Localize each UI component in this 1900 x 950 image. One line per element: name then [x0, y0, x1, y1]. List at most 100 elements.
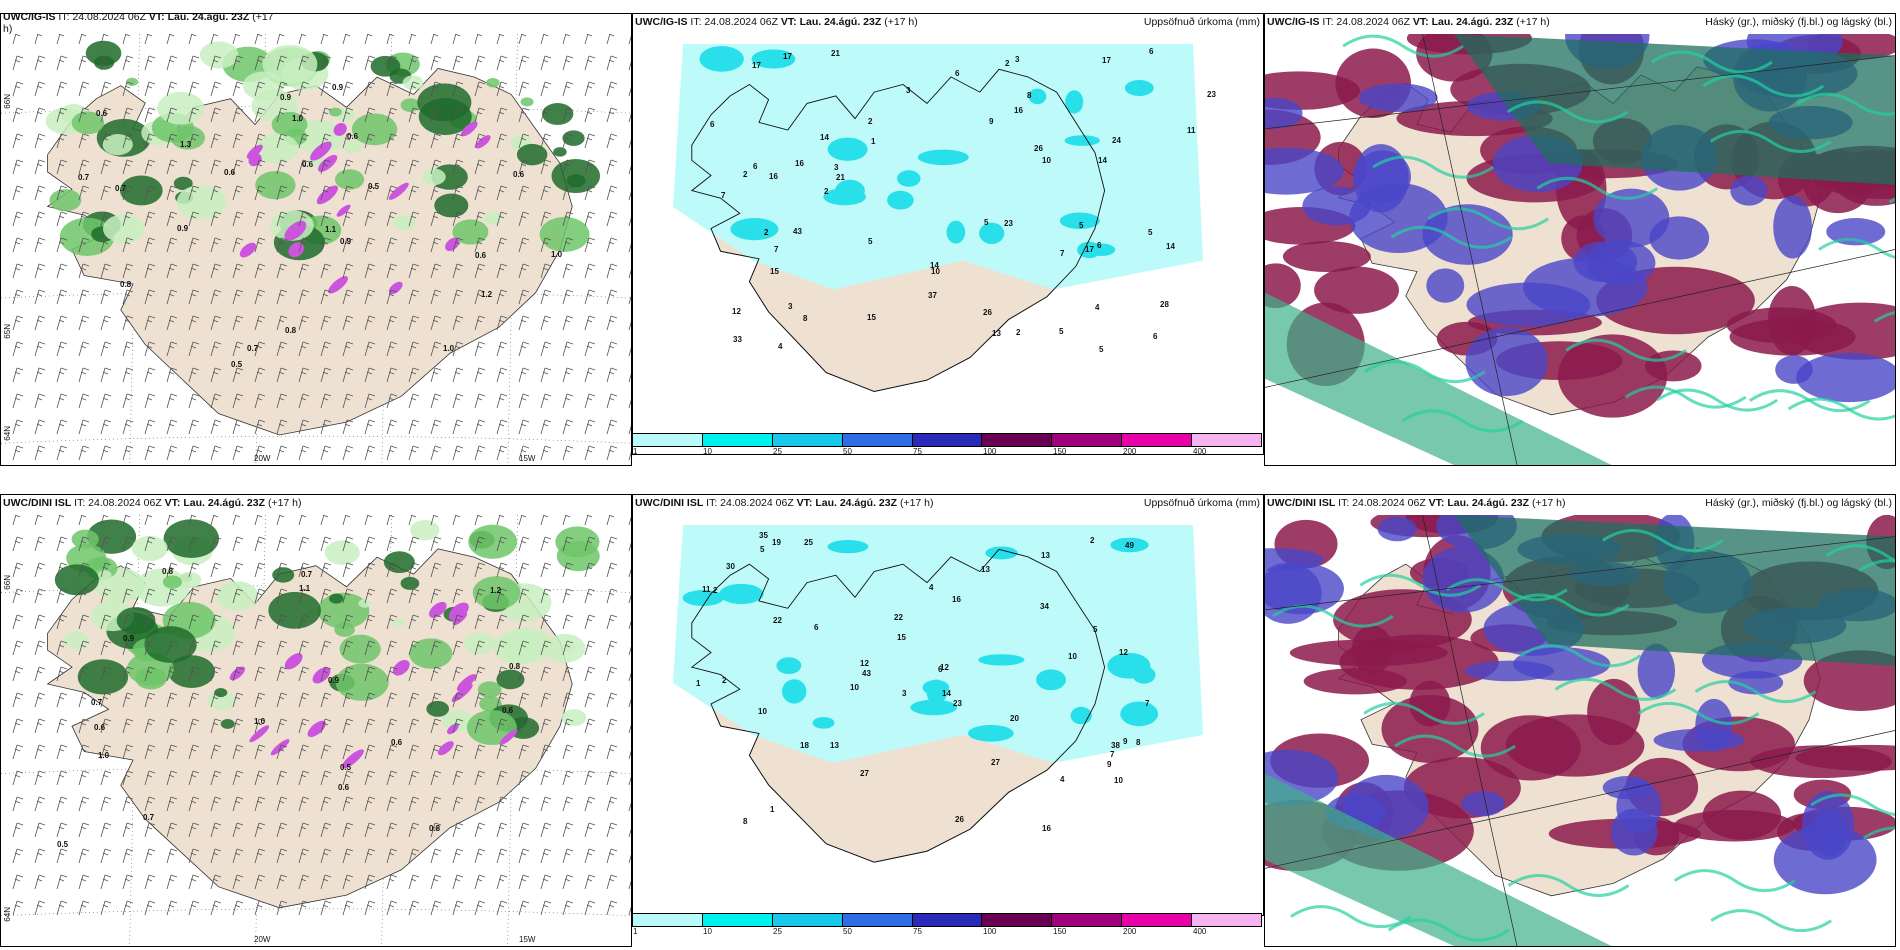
colorbar-tick: 1	[633, 447, 638, 456]
precip-label: 2	[743, 170, 748, 179]
temp-label: 1.2	[481, 290, 493, 299]
clouds-map[interactable]	[1265, 515, 1895, 946]
precip-map[interactable]: 2494335383418251320151213161010229876548…	[633, 515, 1263, 915]
wind-barb	[144, 107, 156, 123]
lon-label-20w: 20W	[254, 454, 271, 463]
wind-barb	[628, 372, 631, 383]
wind-barb	[254, 341, 266, 357]
wind-barb	[408, 614, 420, 630]
lon-label-15w: 15W	[519, 454, 536, 463]
wind-barb	[232, 640, 244, 656]
wind-barb	[254, 744, 266, 760]
wind-barb	[210, 289, 222, 305]
temp-label: 1.0	[98, 751, 110, 760]
projection-line	[1265, 536, 1895, 611]
wind-barb	[210, 185, 222, 201]
wind-barb	[452, 237, 464, 253]
wind-barb	[232, 770, 244, 786]
panel-title: UWC/IG-IS IT: 24.08.2024 06Z VT: Lau. 24…	[3, 13, 274, 35]
wind-barb	[430, 315, 442, 331]
precip-cell	[329, 593, 344, 604]
wind-barb	[34, 536, 46, 552]
wind-barb	[144, 419, 156, 435]
wind-barb	[12, 211, 24, 227]
clouds-map[interactable]	[1265, 34, 1895, 465]
wind-barb	[606, 81, 618, 97]
wind-barb	[562, 81, 574, 97]
projection-line	[1265, 249, 1895, 388]
cloud-edge	[1818, 238, 1895, 259]
precip-cell	[410, 519, 440, 541]
wind-barb	[166, 666, 178, 682]
temp-label: 0.9	[328, 676, 340, 685]
wind-barb	[254, 588, 266, 604]
wind-barb	[122, 640, 134, 656]
precip-cell	[268, 591, 321, 629]
wind-barb	[34, 263, 46, 279]
wind-barb	[122, 536, 134, 552]
wind-barb	[540, 289, 552, 305]
wind-barb	[34, 515, 43, 526]
wind-barb	[144, 393, 156, 409]
wind-barb	[496, 263, 508, 279]
wind-barb	[276, 159, 288, 175]
wind-barb	[342, 718, 354, 734]
precip-cell	[500, 627, 553, 664]
wind-barb	[144, 445, 156, 461]
mid-cloud	[1302, 186, 1371, 226]
wind-barb	[166, 55, 178, 71]
wind-barb	[254, 445, 266, 461]
wind-barb	[518, 159, 530, 175]
wind-barb	[430, 796, 442, 812]
wind-barb	[188, 315, 200, 331]
wind-barb	[474, 718, 486, 734]
precip-label: 4	[1095, 303, 1100, 312]
wind-barb	[298, 289, 310, 305]
wind-barb	[34, 796, 46, 812]
wind-barb	[606, 900, 618, 916]
precip-cell	[178, 571, 202, 589]
wind-barb	[188, 263, 200, 279]
wind-barb	[628, 398, 631, 409]
temp-label: 0.6	[338, 783, 350, 792]
wind-barb	[12, 562, 24, 578]
wind-barb	[386, 107, 398, 123]
wind-barb	[474, 900, 486, 916]
wind-temp-map[interactable]: 0.6 1.1 0.9 0.8 0.7 1.0 0.5 0.6 0.7 1.2 0.8 0.9 0.5 0…	[1, 515, 631, 946]
precip-cell	[464, 632, 496, 655]
snow-cell	[316, 185, 339, 205]
precip-label: 28	[1160, 300, 1169, 309]
wind-barb	[78, 81, 90, 97]
precip-cell	[682, 589, 724, 606]
wind-barb	[56, 237, 68, 253]
wind-barb	[34, 822, 46, 838]
wind-barb	[342, 536, 354, 552]
wind-barb	[100, 515, 109, 526]
wind-barb	[342, 614, 354, 630]
wind-barb	[144, 874, 156, 890]
wind-barb	[78, 848, 90, 864]
colorbar-cell	[702, 914, 773, 926]
wind-barb	[452, 133, 464, 149]
wind-barb	[34, 34, 43, 45]
precip-map[interactable]: 6174315765510121414218131423171126817153…	[633, 34, 1263, 446]
cloud-edge	[1507, 593, 1630, 617]
wind-temp-map[interactable]: 0.8 1.0 0.6 0.9 0.7 1.2 1.1 0.5 0.6 0.7 1.0 0.8 0.9 0…	[1, 34, 631, 466]
wind-barb	[188, 718, 200, 734]
mid-cloud	[1773, 195, 1813, 259]
wind-barb	[408, 159, 420, 175]
precip-label: 14	[1166, 242, 1175, 251]
wind-barb	[276, 367, 288, 383]
wind-barb	[56, 692, 68, 708]
wind-barb	[122, 770, 134, 786]
temp-label: 1.0	[443, 344, 455, 353]
wind-barb	[144, 718, 156, 734]
wind-barb	[408, 393, 420, 409]
precip-label: 26	[955, 815, 964, 824]
wind-barb	[584, 315, 596, 331]
wind-barb	[100, 445, 112, 461]
precip-cell	[176, 184, 227, 220]
wind-barb	[386, 237, 398, 253]
precip-label: 37	[928, 291, 937, 300]
panel-title: UWC/DINI ISL IT: 24.08.2024 06Z VT: Lau.…	[3, 497, 302, 509]
